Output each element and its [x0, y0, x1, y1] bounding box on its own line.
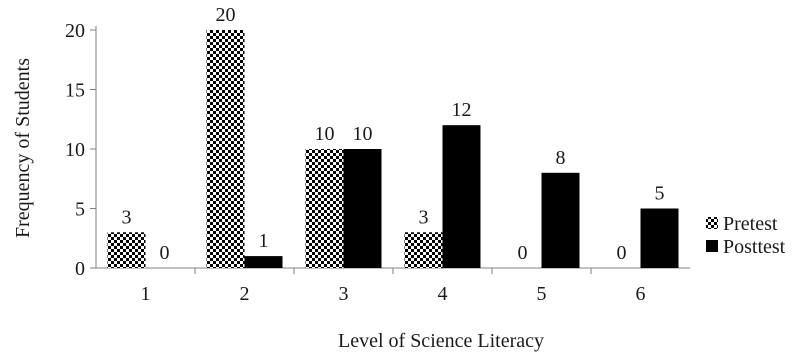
- data-label-pretest: 0: [518, 242, 528, 264]
- x-axis-title: Level of Science Literacy: [338, 330, 544, 352]
- bar-posttest: [442, 125, 481, 268]
- data-label-pretest: 3: [122, 206, 132, 228]
- x-tick-label: 2: [240, 283, 250, 305]
- legend-label-posttest: Posttest: [723, 236, 786, 258]
- bar-posttest: [541, 172, 580, 268]
- x-tick-label: 6: [636, 283, 646, 305]
- bar-posttest: [244, 256, 283, 268]
- data-label-posttest: 1: [259, 230, 269, 252]
- y-tick-label: 5: [75, 199, 85, 221]
- legend-swatch-posttest: [706, 240, 718, 252]
- data-label-pretest: 20: [216, 4, 236, 26]
- data-label-posttest: 0: [160, 242, 170, 264]
- y-tick-label: 0: [75, 258, 85, 280]
- y-tick-label: 20: [65, 20, 85, 42]
- bar-posttest: [640, 208, 679, 268]
- legend-label-pretest: Pretest: [723, 213, 778, 235]
- data-label-posttest: 5: [655, 183, 665, 205]
- bar-pretest: [107, 232, 146, 268]
- bar-pretest: [206, 30, 245, 268]
- y-tick-label: 10: [65, 139, 85, 161]
- y-tick-label: 15: [65, 80, 85, 102]
- data-label-posttest: 10: [353, 123, 373, 145]
- bar-pretest: [404, 232, 443, 268]
- data-label-pretest: 0: [617, 242, 627, 264]
- legend-swatch-pretest: [706, 217, 718, 229]
- data-label-posttest: 8: [556, 147, 566, 169]
- x-tick-label: 3: [339, 283, 349, 305]
- bar-posttest: [343, 149, 382, 268]
- data-label-pretest: 10: [315, 123, 335, 145]
- x-tick-label: 1: [141, 283, 151, 305]
- data-label-posttest: 12: [452, 99, 472, 121]
- y-axis-title: Frequency of Students: [12, 58, 34, 238]
- bar-pretest: [305, 149, 344, 268]
- x-tick-label: 5: [537, 283, 547, 305]
- data-label-pretest: 3: [419, 206, 429, 228]
- x-tick-label: 4: [438, 283, 448, 305]
